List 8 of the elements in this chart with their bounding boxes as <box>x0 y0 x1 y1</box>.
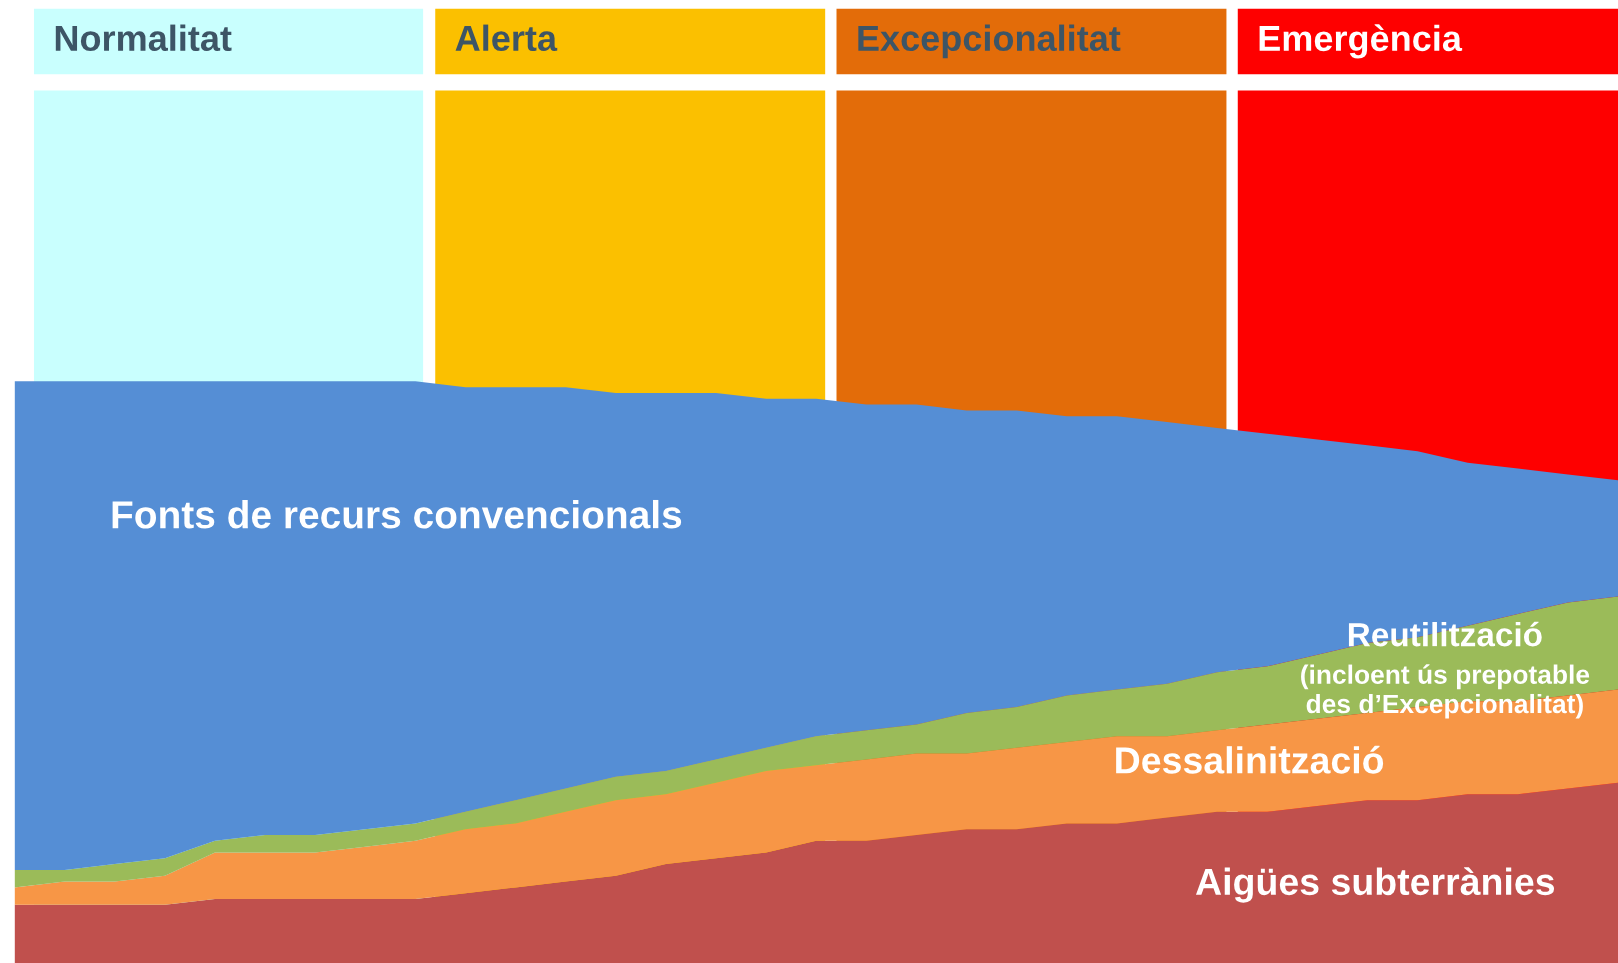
text: Emergència <box>1259 24 1463 59</box>
series-label: Aigües subterrànies <box>1195 867 1555 903</box>
series-label: Fonts de recurs convencionals <box>112 499 682 529</box>
annotation: (incloent ús prepotable des d’Excepcionalitat) <box>1301 664 1590 719</box>
text: Excepcionalitat <box>858 24 1121 59</box>
text: Alerta <box>455 24 558 52</box>
text: Normalitat <box>55 24 232 52</box>
series-label: Dessalinització <box>1116 745 1384 774</box>
